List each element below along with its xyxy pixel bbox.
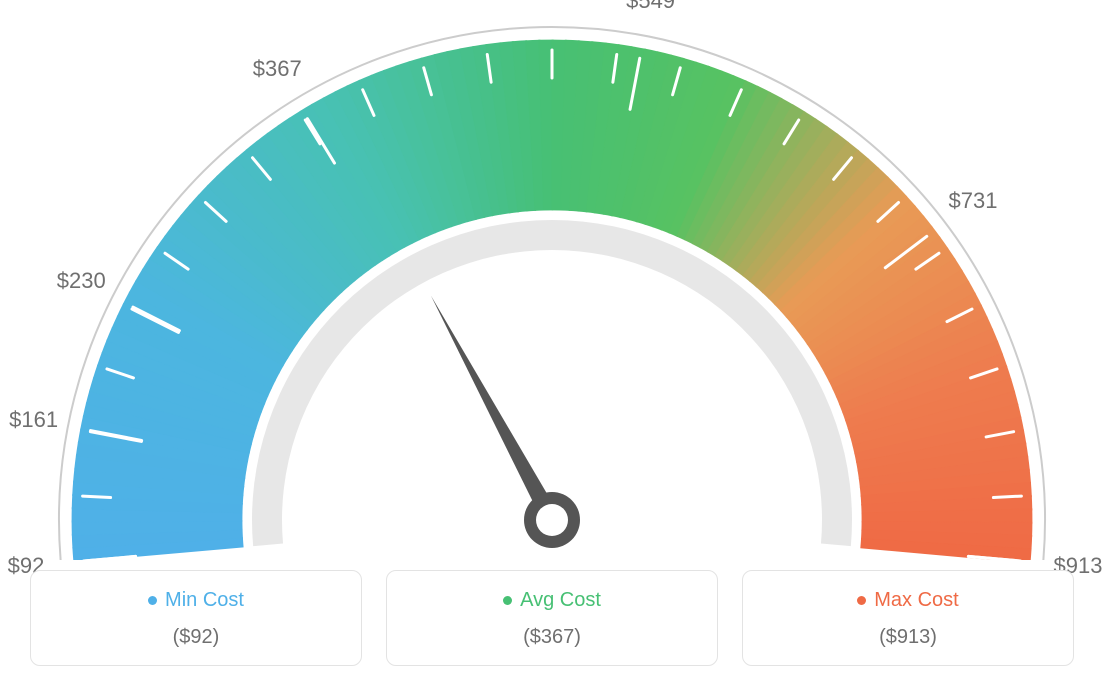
- legend-title-avg: Avg Cost: [520, 589, 601, 612]
- legend-value-avg: ($367): [397, 626, 707, 649]
- gauge-scale-label: $367: [253, 56, 302, 82]
- legend-title-max: Max Cost: [874, 589, 958, 612]
- legend-dot-max: [857, 596, 866, 605]
- gauge-scale-label: $731: [949, 188, 998, 214]
- legend-dot-avg: [503, 596, 512, 605]
- legend-card-max: Max Cost ($913): [742, 570, 1074, 666]
- legend-title-min: Min Cost: [165, 589, 244, 612]
- legend-dot-min: [148, 596, 157, 605]
- legend-card-min: Min Cost ($92): [30, 570, 362, 666]
- gauge-scale-label: $161: [9, 407, 58, 433]
- gauge-chart: $92$161$230$367$549$731$913: [0, 0, 1104, 560]
- legend-card-avg: Avg Cost ($367): [386, 570, 718, 666]
- legend-row: Min Cost ($92) Avg Cost ($367) Max Cost …: [30, 570, 1074, 666]
- gauge-scale-label: $230: [57, 268, 106, 294]
- legend-value-max: ($913): [753, 626, 1063, 649]
- legend-value-min: ($92): [41, 626, 351, 649]
- gauge-scale-label: $549: [626, 0, 675, 14]
